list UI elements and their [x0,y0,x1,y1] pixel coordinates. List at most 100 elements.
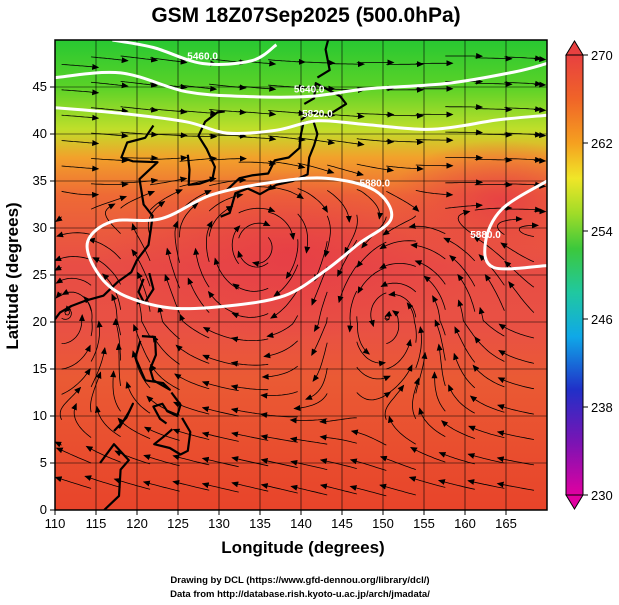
streamline [61,289,92,311]
streamline [193,247,210,288]
streamline [290,484,328,496]
streamline [454,326,476,363]
streamline [386,310,400,344]
x-tick-label: 115 [86,516,107,531]
streamline [457,273,476,312]
streamline [142,480,180,492]
y-tick-label: 35 [33,173,47,188]
streamline [327,139,365,147]
streamline [149,189,183,211]
streamline [319,417,357,425]
streamline [410,447,446,463]
streamline [208,192,244,212]
streamline [337,239,358,278]
x-tick-label: 140 [290,516,312,531]
streamline [387,415,417,445]
streamline [61,139,100,146]
x-tick-label: 125 [167,516,189,531]
streamline [380,281,417,293]
height-contour [55,62,547,99]
streamline [263,340,298,359]
streamline [496,430,534,440]
y-tick-label: 20 [33,314,47,329]
contour-label: 5640.0 [294,84,325,95]
colorbar-labels: 230 238 246 254 262 270 [583,48,613,503]
x-tick-label: 135 [249,516,271,531]
streamline [232,283,269,292]
streamline [55,447,92,464]
streamline [386,338,412,370]
colorbar-tick-label: 230 [591,488,613,503]
streamline [415,326,425,369]
streamline [386,112,424,119]
streamline [356,341,386,367]
streamline [209,83,247,91]
height-contours: 5460.0 5640.0 5820.0 5880.0 5880.0 [55,40,547,311]
streamline [125,381,151,414]
colorbar-tick-label: 246 [591,312,613,327]
streamline [143,454,180,467]
streamline [91,132,129,139]
streamline [445,202,483,209]
contour-label: 5880.0 [360,178,391,189]
streamline [415,137,454,144]
streamline [149,363,180,391]
coastline-borneo [99,443,130,510]
streamline [445,179,484,186]
streamline [313,291,328,332]
coastline-korea [186,110,225,186]
streamline [423,275,446,310]
streamline [90,371,102,413]
streamline [152,335,180,365]
streamline [379,262,416,269]
streamline [179,202,199,238]
streamline [337,265,358,304]
streamline [268,135,306,143]
streamline [150,108,188,115]
streamline [112,318,121,361]
streamline [238,85,277,92]
streamline [231,225,241,264]
streamline [91,157,129,164]
streamline [314,241,328,282]
coastline-china [55,124,159,320]
streamline [356,163,395,173]
streamline [266,315,299,338]
streamline [445,129,484,136]
streamline [496,456,534,466]
streamline [415,190,454,198]
streamline [305,368,328,400]
streamline [56,231,92,238]
streamline [497,216,523,235]
streamline [120,106,159,113]
streamline [297,188,328,213]
streamline [431,371,446,412]
streamline [504,106,543,113]
x-axis-ticks: 110 115 120 125 130 135 140 145 150 155 160 165 [45,510,517,531]
streamline [150,176,188,186]
streamline [91,181,129,188]
x-tick-label: 165 [495,516,517,531]
streamline [408,476,446,488]
streamline [146,395,180,416]
streamline [327,164,364,177]
streamline [497,404,534,415]
streamline [386,364,413,395]
streamline [311,266,328,306]
coastline-palawan [113,402,134,432]
warm-core-high [100,170,480,340]
streamline [319,434,357,444]
streamline [143,426,180,441]
streamline [347,290,358,333]
coastline-luzon [134,335,171,391]
streamline [92,257,121,285]
streamline [237,250,269,268]
streamline [55,441,62,448]
streamline [285,239,299,280]
streamline [468,425,505,438]
streamline [478,254,505,286]
colorbar-max-arrow [565,40,584,56]
streamline [386,165,424,172]
streamline [474,55,513,62]
credit-drawing: Drawing by DCL (https://www.gfd-dennou.o… [170,575,429,586]
